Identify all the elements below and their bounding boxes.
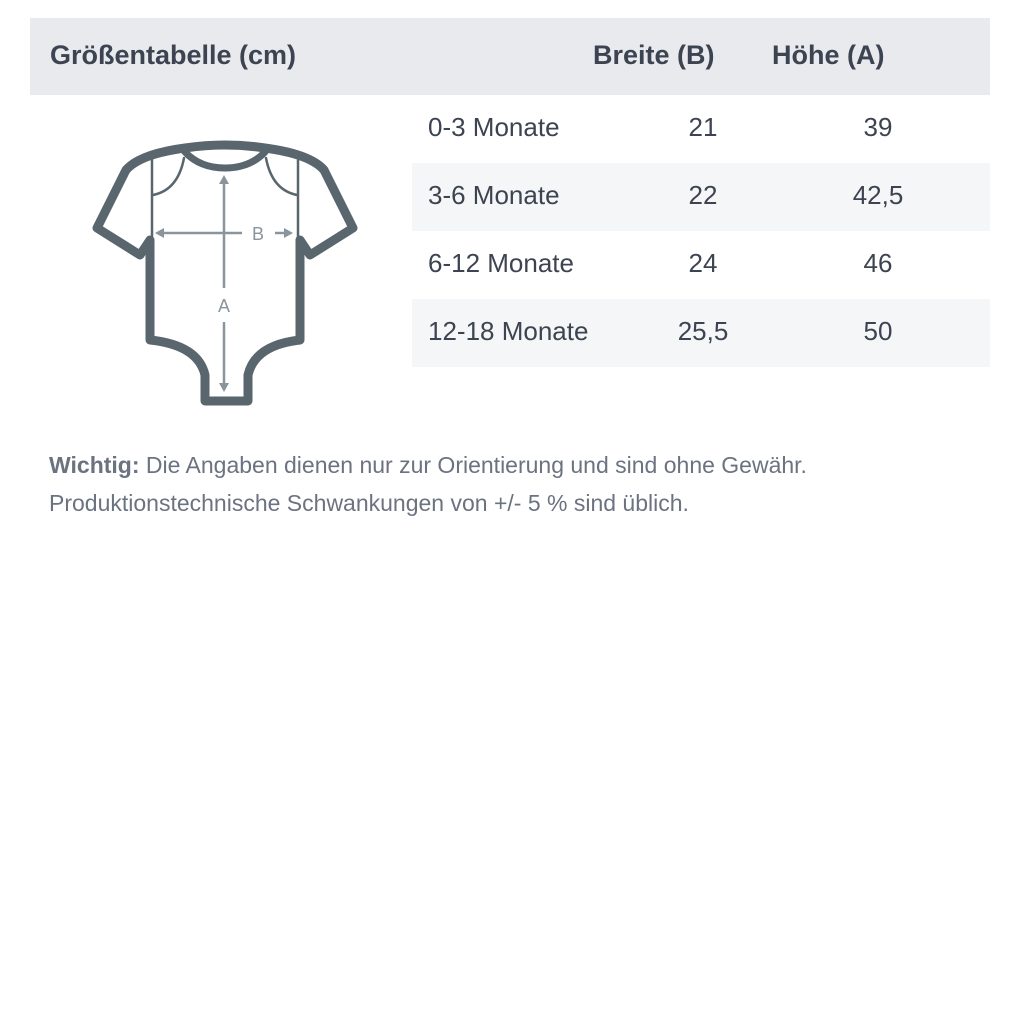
- table-title: Größentabelle (cm): [50, 40, 297, 70]
- height-cell: 42,5: [852, 180, 904, 210]
- size-cell: 6-12 Monate: [428, 248, 574, 278]
- column-header-height: Höhe (A): [772, 40, 885, 70]
- label-b: B: [252, 224, 264, 244]
- width-cell: 24: [688, 248, 718, 278]
- note-text-1: Die Angaben dienen nur zur Orientierung …: [145, 452, 807, 478]
- width-cell: 22: [688, 180, 718, 210]
- table-row: 0-3 Monate 21 39: [412, 95, 990, 163]
- size-cell: 12-18 Monate: [428, 316, 589, 346]
- height-cell: 39: [863, 112, 893, 142]
- table-row: 12-18 Monate 25,5 50: [412, 299, 990, 367]
- table-header: Größentabelle (cm) Breite (B) Höhe (A): [30, 18, 990, 95]
- note-label: Wichtig:: [49, 452, 140, 478]
- label-a: A: [218, 296, 230, 316]
- baby-bodysuit-icon: B A: [92, 140, 358, 406]
- height-cell: 46: [863, 248, 893, 278]
- note-line-2: Produktionstechnische Schwankungen von +…: [49, 490, 689, 516]
- table-row: 3-6 Monate 22 42,5: [412, 163, 990, 231]
- disclaimer-note: Wichtig: Die Angaben dienen nur zur Orie…: [49, 446, 807, 522]
- column-header-width: Breite (B): [593, 40, 715, 70]
- size-cell: 0-3 Monate: [428, 112, 560, 142]
- width-cell: 21: [688, 112, 718, 142]
- table-row: 6-12 Monate 24 46: [412, 231, 990, 299]
- note-line-1: Wichtig: Die Angaben dienen nur zur Orie…: [49, 446, 807, 484]
- height-cell: 50: [863, 316, 893, 346]
- size-cell: 3-6 Monate: [428, 180, 560, 210]
- width-cell: 25,5: [677, 316, 729, 346]
